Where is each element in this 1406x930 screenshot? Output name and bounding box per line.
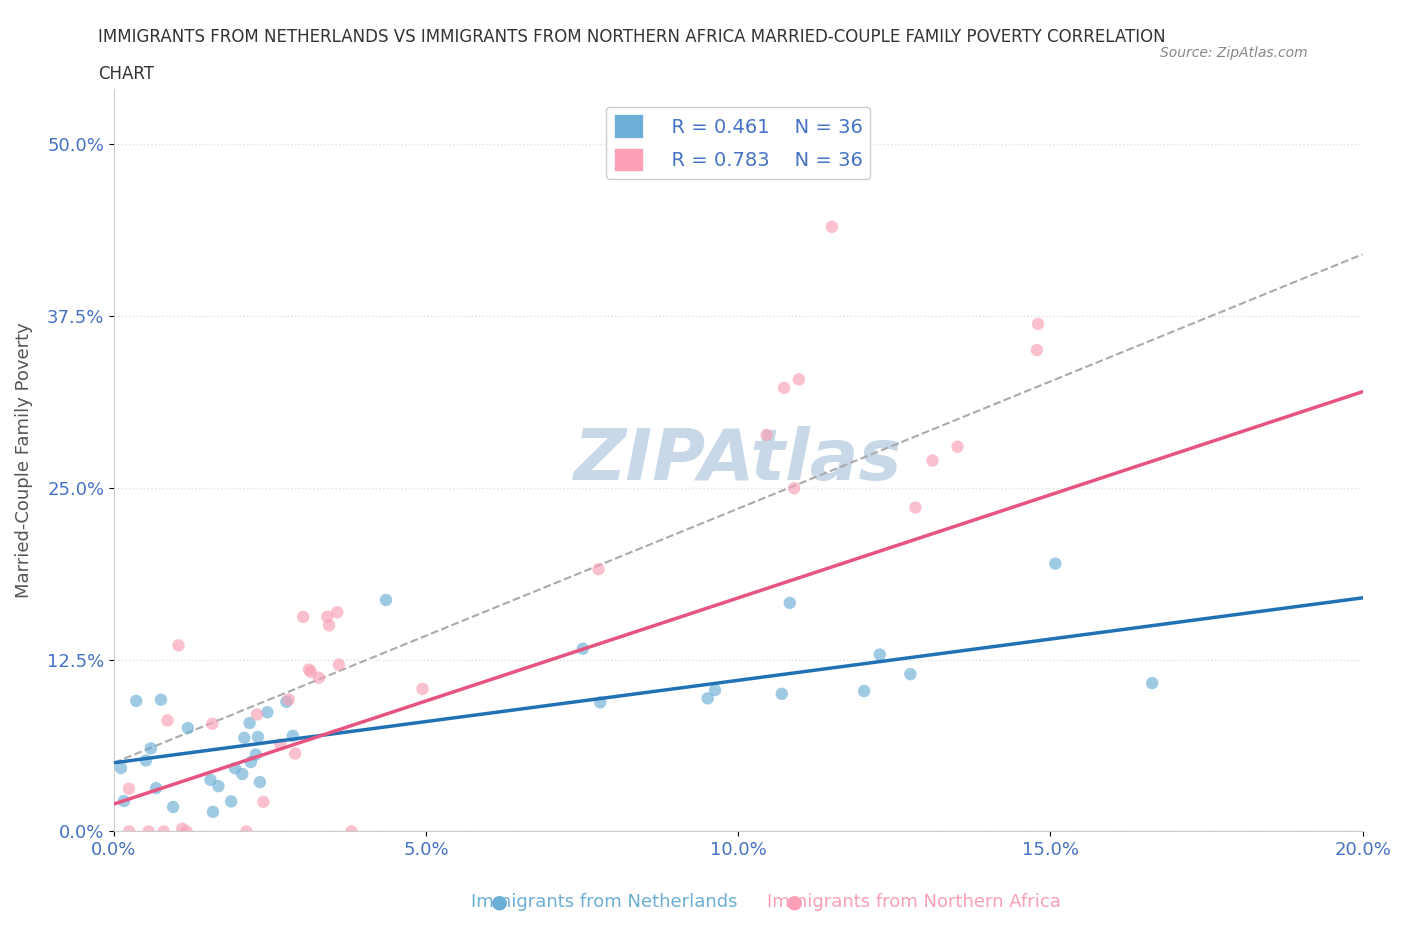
Point: [1026, 316, 1049, 331]
Point: [869, 647, 891, 662]
Point: [853, 684, 876, 698]
Text: Source: ZipAtlas.com: Source: ZipAtlas.com: [1160, 46, 1308, 60]
Point: [318, 618, 340, 632]
Text: ●: ●: [786, 893, 803, 911]
Point: [162, 800, 184, 815]
Point: [246, 729, 269, 744]
Point: [412, 682, 434, 697]
Point: [770, 686, 793, 701]
Point: [224, 761, 246, 776]
Text: CHART: CHART: [98, 65, 155, 83]
Point: [1025, 342, 1047, 357]
Point: [773, 380, 796, 395]
Point: [904, 500, 927, 515]
Point: [176, 824, 198, 839]
Point: [277, 692, 299, 707]
Point: [233, 730, 256, 745]
Point: [125, 694, 148, 709]
Point: [572, 641, 595, 656]
Point: [316, 609, 339, 624]
Legend:   R = 0.461    N = 36,   R = 0.783    N = 36: R = 0.461 N = 36, R = 0.783 N = 36: [606, 107, 870, 179]
Point: [245, 747, 267, 762]
Point: [256, 705, 278, 720]
Text: IMMIGRANTS FROM NETHERLANDS VS IMMIGRANTS FROM NORTHERN AFRICA MARRIED-COUPLE FA: IMMIGRANTS FROM NETHERLANDS VS IMMIGRANT…: [98, 28, 1166, 46]
Point: [239, 754, 262, 769]
Point: [118, 781, 141, 796]
Text: ●: ●: [491, 893, 508, 911]
Point: [135, 753, 157, 768]
Point: [588, 562, 610, 577]
Point: [704, 683, 727, 698]
Point: [156, 713, 179, 728]
Point: [299, 665, 322, 680]
Point: [787, 372, 810, 387]
Point: [755, 428, 778, 443]
Point: [281, 728, 304, 743]
Point: [177, 721, 200, 736]
Point: [231, 766, 253, 781]
Point: [696, 691, 718, 706]
Point: [821, 219, 844, 234]
Text: Immigrants from Northern Africa: Immigrants from Northern Africa: [766, 893, 1062, 911]
Point: [112, 793, 135, 808]
Point: [1045, 556, 1067, 571]
Point: [239, 715, 262, 730]
Point: [589, 695, 612, 710]
Point: [252, 794, 274, 809]
Text: ZIPAtlas: ZIPAtlas: [574, 426, 903, 495]
Point: [172, 821, 194, 836]
Point: [284, 746, 307, 761]
Point: [201, 804, 224, 819]
Point: [207, 778, 229, 793]
Point: [201, 716, 224, 731]
Point: [326, 604, 349, 619]
Point: [145, 780, 167, 795]
Point: [200, 773, 222, 788]
Point: [149, 692, 172, 707]
Point: [308, 671, 330, 685]
Point: [219, 794, 242, 809]
Point: [138, 824, 160, 839]
Point: [783, 481, 806, 496]
Point: [375, 592, 398, 607]
Point: [110, 761, 132, 776]
Point: [249, 775, 271, 790]
Point: [1140, 676, 1163, 691]
Point: [340, 824, 363, 839]
Point: [235, 824, 257, 839]
Point: [167, 638, 190, 653]
Point: [139, 741, 162, 756]
Point: [276, 695, 298, 710]
Point: [328, 658, 350, 672]
Point: [246, 707, 269, 722]
Point: [269, 737, 291, 751]
Point: [152, 824, 174, 839]
Text: Immigrants from Netherlands: Immigrants from Netherlands: [471, 893, 738, 911]
Point: [946, 439, 969, 454]
Point: [779, 595, 801, 610]
Point: [298, 662, 321, 677]
Point: [898, 667, 921, 682]
Y-axis label: Married-Couple Family Poverty: Married-Couple Family Poverty: [15, 323, 32, 598]
Point: [292, 609, 315, 624]
Point: [118, 824, 141, 839]
Point: [921, 453, 943, 468]
